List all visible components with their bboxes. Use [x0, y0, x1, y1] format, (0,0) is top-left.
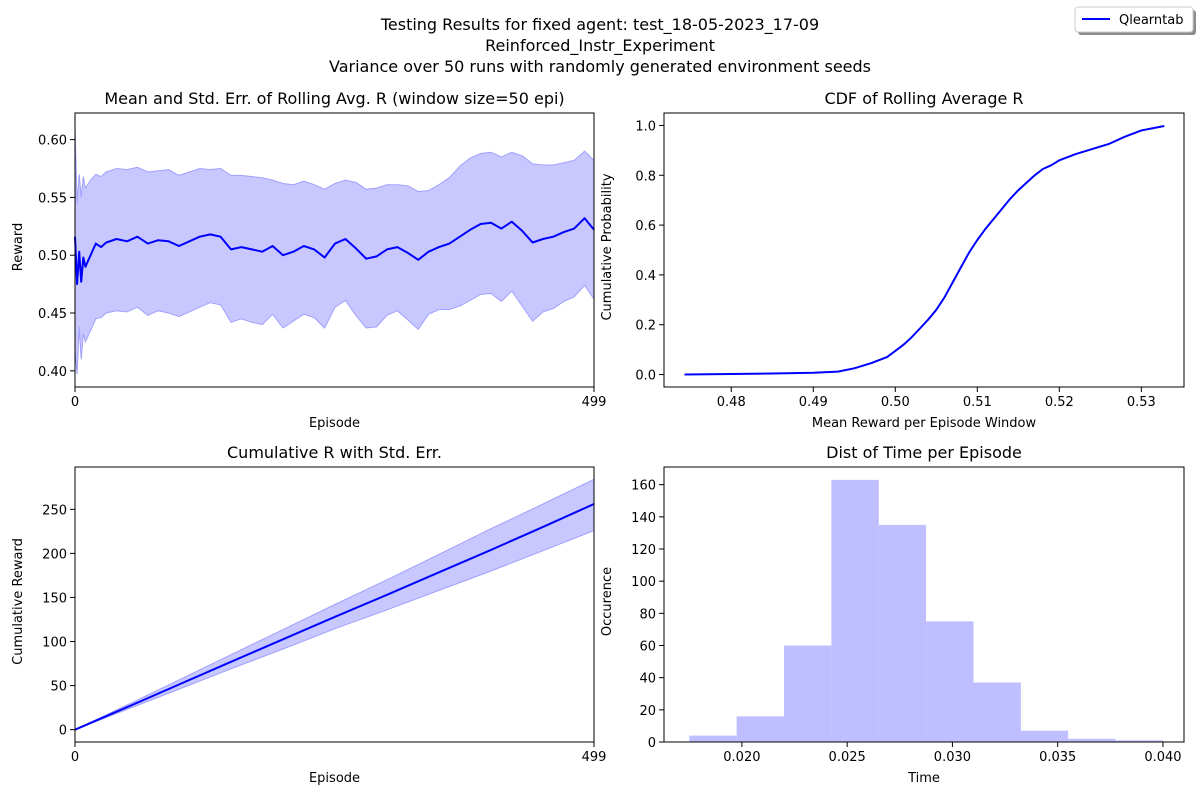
histogram-bar — [973, 682, 1021, 742]
x-axis-label: Episode — [309, 771, 360, 786]
y-tick-label: 80 — [639, 607, 656, 622]
chart-title: CDF of Rolling Average R — [824, 89, 1023, 108]
y-tick-label: 0 — [648, 736, 656, 751]
y-tick-label: 40 — [639, 672, 656, 687]
y-tick-label: 0.50 — [38, 249, 67, 264]
y-tick-label: 0.55 — [38, 191, 67, 206]
y-tick-label: 160 — [631, 479, 656, 494]
y-axis-label: Cumulative Reward — [11, 538, 26, 665]
y-tick-label: 0.0 — [635, 369, 656, 384]
x-tick-label: 0.49 — [799, 395, 828, 410]
chart-cdf: CDF of Rolling Average R 0.48 0.49 0.50 0.51… — [600, 89, 1185, 431]
y-tick-label: 20 — [639, 704, 656, 719]
suptitle-line-1: Testing Results for fixed agent: test_18… — [380, 15, 819, 35]
y-tick-label: 1.0 — [635, 119, 656, 134]
x-tick-label: 0.025 — [829, 750, 866, 765]
histogram-bar — [831, 479, 879, 742]
y-axis-label: Occurence — [600, 567, 615, 636]
y-tick-label: 0.40 — [38, 365, 67, 380]
y-tick-label: 120 — [631, 543, 656, 558]
chart-cumulative-reward: Cumulative R with Std. Err. 0 499 0 50 100 150… — [11, 443, 606, 786]
x-tick-label: 0.035 — [1039, 750, 1076, 765]
x-tick-label: 0 — [71, 395, 79, 410]
chart-time-histogram: Dist of Time per Episode 0.020 0.025 0.030 0… — [600, 443, 1185, 786]
y-tick-label: 250 — [42, 503, 67, 518]
std-err-band — [74, 126, 595, 375]
y-axis-label: Reward — [11, 223, 26, 271]
x-axis-label: Mean Reward per Episode Window — [812, 416, 1037, 431]
x-axis-label: Episode — [309, 416, 360, 431]
histogram-bar — [1020, 730, 1069, 742]
histogram-bar — [1115, 740, 1163, 742]
x-axis-label: Time — [907, 771, 940, 786]
y-tick-label: 0.60 — [38, 134, 67, 149]
legend-box — [1074, 6, 1194, 33]
x-tick-label: 0.020 — [723, 750, 760, 765]
x-tick-label: 0.51 — [963, 395, 992, 410]
mean-line — [74, 217, 595, 286]
x-tick-label: 0.50 — [881, 395, 910, 410]
cdf-line — [684, 125, 1165, 376]
x-tick-label: 499 — [582, 395, 607, 410]
x-tick-label: 0.030 — [934, 750, 971, 765]
y-tick-label: 140 — [631, 511, 656, 526]
x-tick-label: 0.040 — [1144, 750, 1181, 765]
histogram-bar — [926, 621, 974, 742]
x-tick-label: 0 — [71, 750, 79, 765]
y-tick-label: 0.45 — [38, 307, 67, 322]
y-tick-label: 50 — [50, 680, 67, 695]
chart-title: Cumulative R with Std. Err. — [227, 443, 442, 462]
histogram-bar — [784, 645, 832, 742]
suptitle-line-2: Reinforced_Instr_Experiment — [485, 36, 715, 56]
mean-line — [74, 503, 595, 731]
legend-label: Qlearntab — [1119, 13, 1183, 28]
std-err-band — [74, 478, 595, 731]
y-tick-label: 0.2 — [635, 319, 656, 334]
figure-suptitle: Testing Results for fixed agent: test_18… — [329, 15, 871, 76]
axes-frame — [74, 112, 595, 388]
histogram-bar — [736, 716, 784, 742]
x-tick-label: 0.53 — [1127, 395, 1156, 410]
y-tick-label: 0.4 — [635, 269, 656, 284]
y-tick-label: 0.8 — [635, 169, 656, 184]
y-tick-label: 100 — [631, 575, 656, 590]
x-tick-label: 0.48 — [717, 395, 746, 410]
chart-title: Mean and Std. Err. of Rolling Avg. R (wi… — [104, 89, 564, 108]
y-tick-label: 200 — [42, 547, 67, 562]
histogram-bar — [1068, 738, 1116, 742]
x-tick-label: 0.52 — [1045, 395, 1074, 410]
y-tick-label: 150 — [42, 591, 67, 606]
axes-frame — [663, 466, 1185, 743]
y-tick-label: 0.6 — [635, 219, 656, 234]
y-axis-label: Cumulative Probability — [600, 173, 615, 320]
histogram-bar — [878, 524, 927, 742]
chart-rolling-average: Mean and Std. Err. of Rolling Avg. R (wi… — [11, 89, 606, 431]
histogram-bar — [689, 735, 737, 742]
y-tick-label: 0 — [59, 724, 67, 739]
y-tick-label: 60 — [639, 640, 656, 655]
suptitle-line-3: Variance over 50 runs with randomly gene… — [329, 57, 871, 76]
axes-frame — [74, 466, 595, 743]
x-tick-label: 499 — [582, 750, 607, 765]
chart-title: Dist of Time per Episode — [826, 443, 1022, 462]
figure-legend: Qlearntab — [1074, 6, 1196, 35]
y-tick-label: 100 — [42, 636, 67, 651]
axes-frame — [663, 112, 1185, 388]
